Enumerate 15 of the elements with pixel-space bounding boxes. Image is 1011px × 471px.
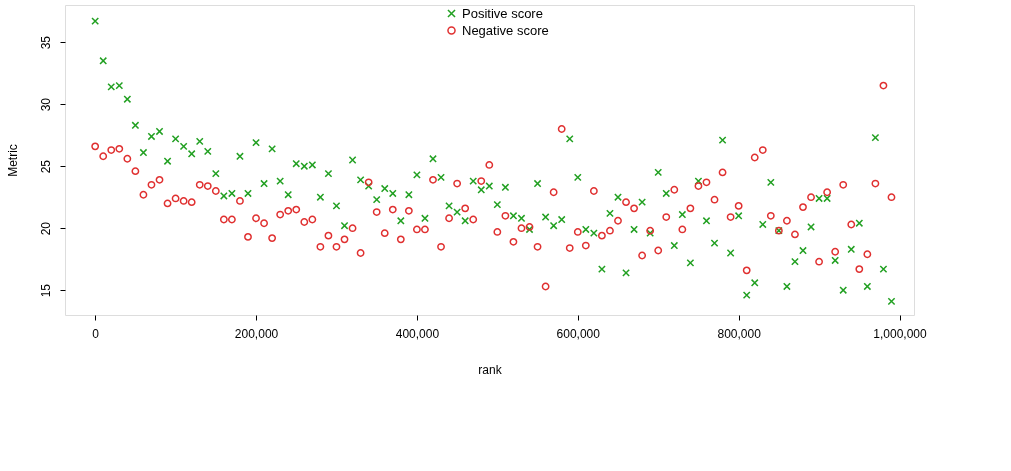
y-tick-label: 30 [38, 97, 53, 112]
x-tick-label: 400,000 [395, 326, 440, 341]
y-tick-label: 25 [38, 159, 53, 174]
y-axis-title: Metric [5, 144, 20, 177]
y-tick-label: 35 [38, 35, 53, 50]
x-tick-label: 800,000 [717, 326, 762, 341]
x-tick-label: 600,000 [556, 326, 601, 341]
legend-label: Negative score [462, 22, 549, 38]
legend-label: Positive score [462, 5, 543, 21]
x-tick-label: 0 [92, 326, 100, 341]
y-tick-label: 15 [38, 283, 53, 298]
x-tick-label: 1,000,000 [873, 326, 928, 341]
x-axis-title: rank [478, 362, 503, 377]
x-tick-label: 200,000 [234, 326, 279, 341]
y-tick-label: 20 [38, 221, 53, 236]
